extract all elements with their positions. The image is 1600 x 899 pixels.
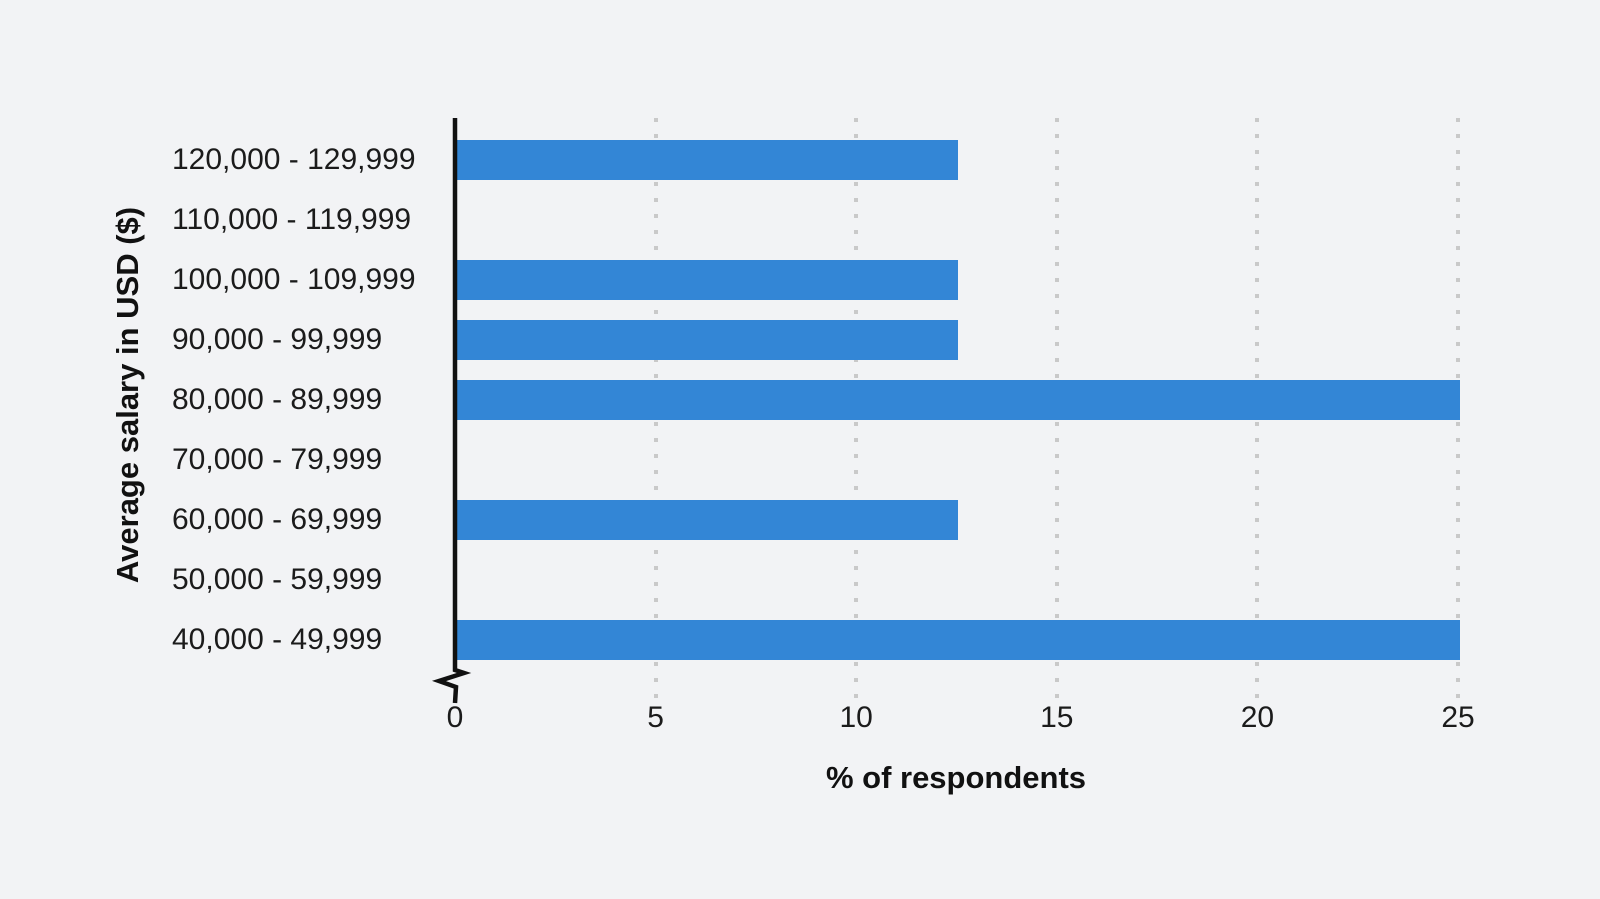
x-tick-label: 20 [1240,701,1275,734]
x-tick-label: 5 [647,701,664,734]
x-axis-title: % of respondents [825,760,1087,795]
category-label: 90,000 - 99,999 [172,323,383,356]
category-label: 120,000 - 129,999 [172,143,416,176]
x-tick-label: 0 [446,701,464,734]
category-label: 80,000 - 89,999 [172,383,383,416]
category-label: 100,000 - 109,999 [172,263,416,296]
category-label: 60,000 - 69,999 [172,503,383,536]
category-label: 110,000 - 119,999 [172,203,412,236]
bar [457,620,1460,660]
x-tick-label: 25 [1441,701,1475,734]
category-label: 70,000 - 79,999 [172,443,383,476]
bar [457,140,958,180]
bar [457,380,1460,420]
category-label: 50,000 - 59,999 [172,563,383,596]
bar [457,500,958,540]
x-tick-label: 10 [839,701,873,734]
bar [457,320,958,360]
x-tick-label: 15 [1040,701,1074,734]
category-label: 40,000 - 49,999 [172,623,383,656]
bar [457,260,958,300]
y-axis-title: Average salary in USD ($) [110,206,145,584]
